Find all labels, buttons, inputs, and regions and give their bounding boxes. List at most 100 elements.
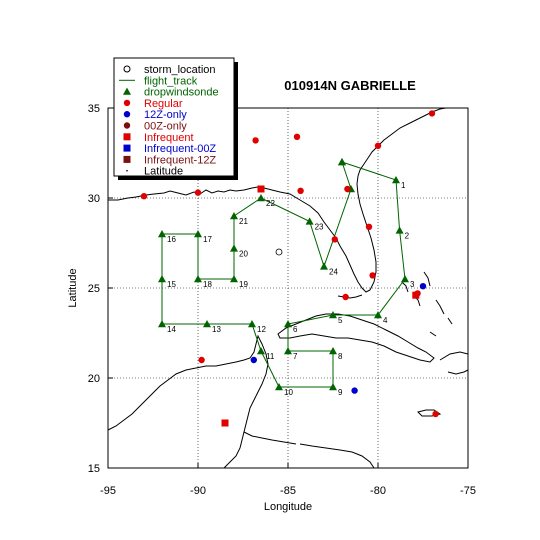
waypoint-label: 18 bbox=[203, 280, 212, 289]
y-tick-label: 30 bbox=[88, 193, 100, 205]
legend-label: flight_track bbox=[144, 75, 198, 87]
regular-station-marker bbox=[331, 236, 338, 243]
regular-station-marker bbox=[374, 142, 382, 149]
dropwindsonde-marker bbox=[158, 320, 166, 328]
dropwindsonde-marker bbox=[329, 347, 337, 355]
regular-station-marker bbox=[365, 223, 373, 230]
legend-label: 00Z-only bbox=[144, 121, 187, 133]
twelve-z-station-marker bbox=[419, 283, 427, 290]
regular-station-marker bbox=[342, 293, 349, 301]
legend-box bbox=[113, 57, 235, 177]
legend-marker bbox=[123, 122, 131, 129]
y-tick-label: 15 bbox=[88, 463, 100, 475]
dropwindsonde-marker bbox=[158, 275, 166, 283]
legend-label: Infrequent bbox=[144, 132, 194, 144]
legend-label: Infrequent-12Z bbox=[144, 154, 216, 166]
waypoint-label: 5 bbox=[338, 316, 343, 325]
regular-station-marker bbox=[344, 185, 351, 193]
waypoint-label: 22 bbox=[266, 199, 275, 208]
x-tick-label: -85 bbox=[280, 485, 296, 497]
waypoint-label: 24 bbox=[329, 267, 338, 276]
legend-marker bbox=[123, 111, 131, 118]
dropwindsonde-marker bbox=[257, 347, 265, 355]
legend-label: Regular bbox=[144, 98, 183, 110]
waypoint-label: 1 bbox=[401, 181, 406, 190]
y-tick-label: 25 bbox=[88, 283, 100, 295]
legend-marker bbox=[123, 133, 131, 141]
waypoint-label: 7 bbox=[293, 352, 298, 361]
twelve-z-station-marker bbox=[351, 387, 358, 394]
dropwindsonde-marker bbox=[248, 320, 256, 328]
regular-station-marker bbox=[297, 187, 304, 194]
waypoint-label: 15 bbox=[167, 280, 176, 289]
dropwindsonde-marker bbox=[158, 230, 166, 238]
dropwindsonde-marker bbox=[230, 244, 238, 252]
regular-station-marker bbox=[198, 356, 205, 364]
legend-marker bbox=[126, 169, 128, 172]
dropwindsonde-marker bbox=[392, 176, 400, 184]
infrequent-station-marker bbox=[412, 291, 420, 299]
legend-items: storm_locationflight_trackdropwindsondeR… bbox=[119, 64, 219, 178]
dropwindsonde-marker bbox=[203, 320, 211, 328]
waypoint-label: 9 bbox=[338, 388, 343, 397]
coastlines bbox=[107, 107, 469, 469]
waypoint-label: 3 bbox=[410, 280, 415, 289]
chart-title: 010914N GABRIELLE bbox=[284, 78, 416, 93]
y-tick-label: 35 bbox=[88, 103, 100, 115]
x-tick-label: -80 bbox=[370, 485, 386, 497]
regular-station-marker bbox=[252, 137, 259, 144]
waypoint-label: 11 bbox=[266, 352, 275, 361]
regular-station-marker bbox=[140, 193, 148, 200]
dropwindsonde-marker bbox=[284, 347, 292, 355]
legend-marker bbox=[123, 144, 131, 152]
waypoint-label: 13 bbox=[212, 325, 221, 334]
x-tick-label: -75 bbox=[460, 485, 476, 497]
x-tick-label: -95 bbox=[100, 485, 116, 497]
legend-marker bbox=[123, 65, 131, 73]
dropwindsonde-marker bbox=[329, 311, 337, 319]
dropwindsonde-marker bbox=[194, 230, 202, 238]
y-axis-label: Latitude bbox=[67, 268, 79, 307]
waypoint-label: 14 bbox=[167, 325, 176, 334]
dropwindsonde-marker bbox=[401, 275, 409, 283]
legend-label: Infrequent-00Z bbox=[144, 143, 216, 155]
dropwindsonde-marker bbox=[230, 212, 238, 220]
legend-marker bbox=[123, 99, 131, 107]
legend: storm_locationflight_trackdropwindsondeR… bbox=[113, 57, 238, 180]
waypoint-label: 8 bbox=[338, 352, 343, 361]
waypoint-label: 17 bbox=[203, 235, 212, 244]
regular-station-marker bbox=[432, 410, 439, 418]
waypoint-label: 21 bbox=[239, 217, 248, 226]
storm-location-layer bbox=[275, 248, 283, 256]
grid bbox=[108, 108, 468, 468]
x-tick-label: -90 bbox=[190, 485, 206, 497]
twelve-z-station-marker bbox=[250, 356, 257, 364]
infrequent-station-marker bbox=[257, 185, 265, 193]
legend-marker bbox=[123, 87, 131, 95]
regular-station-marker bbox=[194, 189, 202, 196]
dropwindsonde-marker bbox=[374, 311, 382, 319]
legend-label: dropwindsonde bbox=[144, 87, 219, 99]
dropwindsonde-marker bbox=[338, 158, 346, 166]
dropwindsonde-marker bbox=[329, 383, 337, 391]
legend-label: storm_location bbox=[144, 64, 216, 76]
legend-label: 12Z-only bbox=[144, 109, 187, 121]
dropwindsonde-marker bbox=[230, 275, 238, 283]
waypoint-label: 23 bbox=[315, 222, 324, 231]
regular-station-marker bbox=[293, 133, 301, 140]
dropwindsonde-marker bbox=[395, 226, 404, 234]
dropwindsonde-marker bbox=[275, 383, 283, 391]
dropwindsonde-marker bbox=[194, 275, 202, 283]
waypoint-label: 16 bbox=[167, 235, 176, 244]
waypoint-label: 2 bbox=[405, 231, 410, 240]
dropwindsonde-marker bbox=[305, 217, 314, 225]
regular-station-marker bbox=[369, 272, 376, 279]
waypoint-label: 6 bbox=[293, 325, 298, 334]
infrequent-station-marker bbox=[221, 419, 229, 427]
dropwindsonde-marker bbox=[320, 262, 328, 270]
waypoint-label: 20 bbox=[239, 249, 248, 258]
storm-location-marker bbox=[275, 248, 283, 256]
